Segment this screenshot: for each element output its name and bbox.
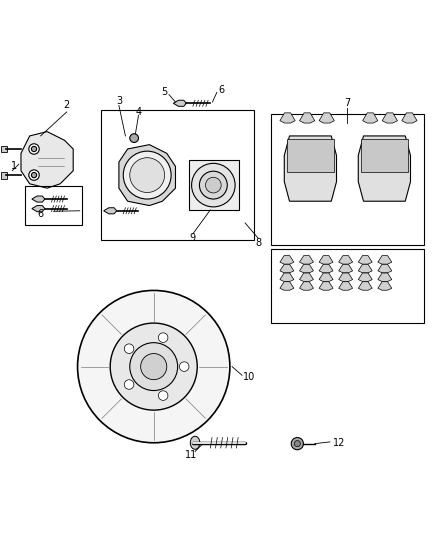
Text: 7: 7 <box>344 98 350 108</box>
Polygon shape <box>363 113 378 123</box>
Circle shape <box>191 163 235 207</box>
Circle shape <box>294 441 300 447</box>
Polygon shape <box>32 206 45 212</box>
Polygon shape <box>319 256 333 264</box>
Text: 11: 11 <box>184 449 197 459</box>
Polygon shape <box>378 264 392 273</box>
Circle shape <box>29 144 39 154</box>
Circle shape <box>130 158 165 192</box>
Polygon shape <box>173 100 186 107</box>
Circle shape <box>32 147 37 151</box>
Polygon shape <box>319 264 333 273</box>
Polygon shape <box>358 256 372 264</box>
Polygon shape <box>378 282 392 290</box>
Circle shape <box>159 333 168 342</box>
Text: 10: 10 <box>244 373 256 383</box>
Polygon shape <box>280 113 295 123</box>
Circle shape <box>291 438 304 450</box>
Polygon shape <box>280 264 294 273</box>
Polygon shape <box>378 256 392 264</box>
Circle shape <box>124 344 134 353</box>
Circle shape <box>110 323 197 410</box>
Polygon shape <box>402 113 417 123</box>
Text: 6: 6 <box>218 85 224 95</box>
Text: 3: 3 <box>116 96 122 106</box>
Polygon shape <box>319 282 333 290</box>
Bar <box>102 110 254 240</box>
Polygon shape <box>280 273 294 281</box>
Polygon shape <box>319 113 334 123</box>
Circle shape <box>78 290 230 443</box>
Polygon shape <box>21 132 73 188</box>
Text: 9: 9 <box>190 233 196 243</box>
Circle shape <box>124 379 134 389</box>
Polygon shape <box>104 208 117 214</box>
Polygon shape <box>339 282 353 290</box>
Polygon shape <box>284 136 336 201</box>
Polygon shape <box>358 273 372 281</box>
Polygon shape <box>300 264 314 273</box>
Polygon shape <box>300 256 314 264</box>
Text: 8: 8 <box>255 238 261 247</box>
Text: 1: 1 <box>11 161 18 172</box>
Text: 5: 5 <box>162 87 168 98</box>
Bar <box>1 172 7 179</box>
Circle shape <box>205 177 221 193</box>
Text: 2: 2 <box>64 100 70 110</box>
Polygon shape <box>339 273 353 281</box>
Polygon shape <box>300 282 314 290</box>
Circle shape <box>32 173 37 177</box>
Polygon shape <box>300 113 315 123</box>
Circle shape <box>180 362 189 372</box>
Polygon shape <box>280 256 294 264</box>
Polygon shape <box>300 273 314 281</box>
Circle shape <box>141 353 167 379</box>
Polygon shape <box>319 273 333 281</box>
Bar <box>188 160 239 210</box>
Text: 12: 12 <box>332 438 345 448</box>
Circle shape <box>159 391 168 400</box>
Bar <box>271 114 424 245</box>
Ellipse shape <box>190 436 200 449</box>
Bar <box>1 146 7 152</box>
Polygon shape <box>32 196 45 202</box>
Bar <box>25 186 82 225</box>
Polygon shape <box>382 113 397 123</box>
Circle shape <box>130 343 178 391</box>
Polygon shape <box>358 282 372 290</box>
Circle shape <box>199 171 227 199</box>
Text: 6: 6 <box>38 209 44 219</box>
Bar <box>271 249 424 323</box>
Polygon shape <box>361 139 408 172</box>
Polygon shape <box>280 282 294 290</box>
Polygon shape <box>287 139 334 172</box>
Circle shape <box>123 151 171 199</box>
Polygon shape <box>358 264 372 273</box>
Circle shape <box>29 170 39 180</box>
Text: 4: 4 <box>135 107 141 117</box>
Polygon shape <box>339 256 353 264</box>
Polygon shape <box>378 273 392 281</box>
Polygon shape <box>339 264 353 273</box>
Polygon shape <box>358 136 410 201</box>
Circle shape <box>130 134 138 142</box>
Polygon shape <box>119 144 176 206</box>
